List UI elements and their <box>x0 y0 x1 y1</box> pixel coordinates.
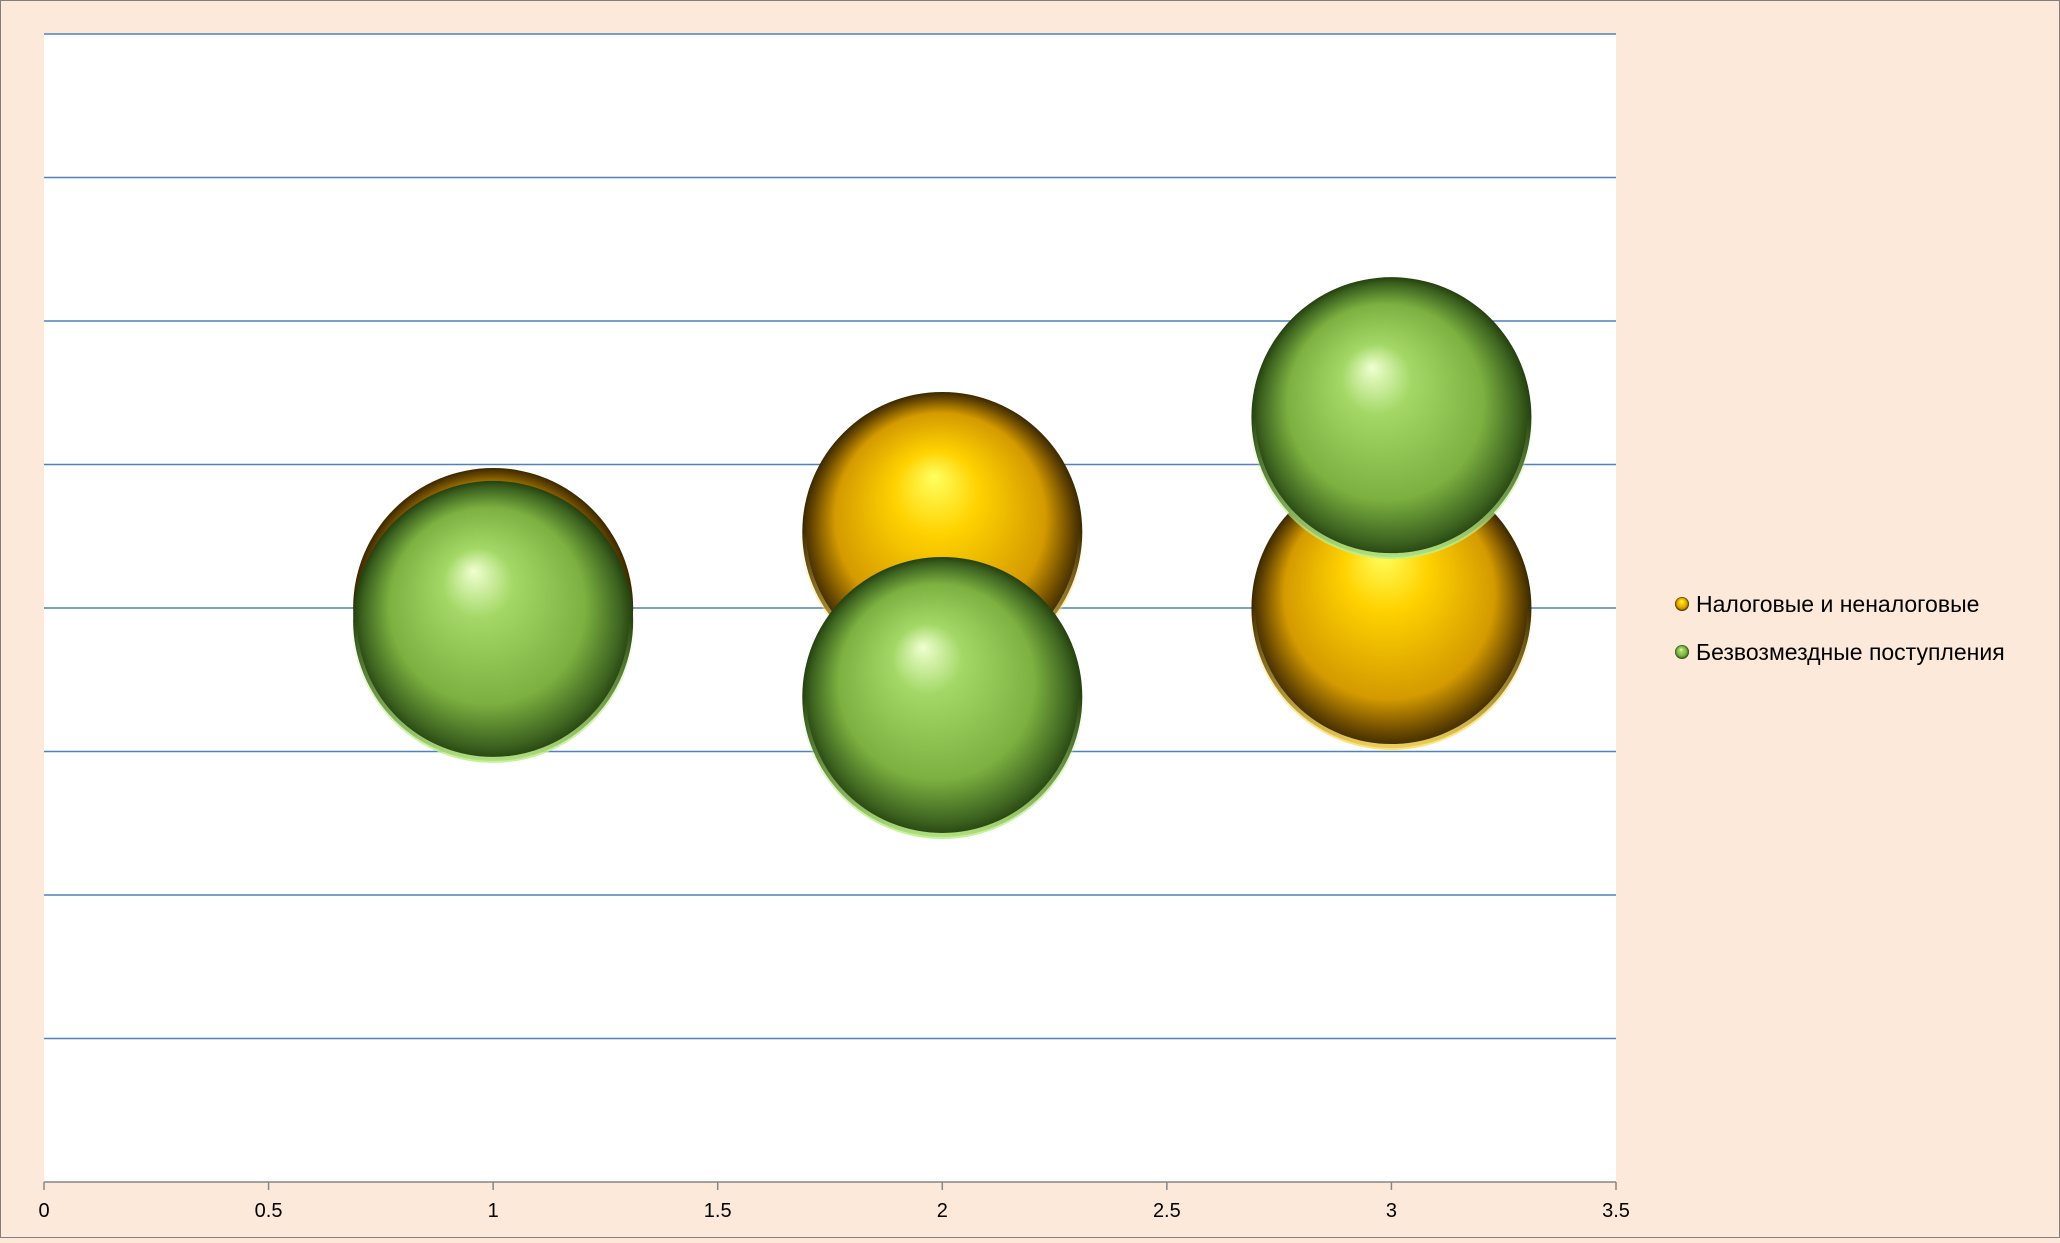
x-tick-label: 1 <box>488 1200 499 1222</box>
x-tick-label: 0 <box>38 1200 49 1222</box>
legend-marker <box>1675 597 1689 611</box>
x-tick-label: 2.5 <box>1153 1200 1181 1222</box>
x-tick-label: 3.5 <box>1602 1200 1630 1222</box>
legend-marker <box>1675 645 1689 659</box>
x-tick-label: 0.5 <box>255 1200 283 1222</box>
x-tick-label: 3 <box>1386 1200 1397 1222</box>
bubbles <box>351 275 1534 839</box>
x-tick-label: 2 <box>937 1200 948 1222</box>
legend-label: Налоговые и неналоговые <box>1696 591 1979 617</box>
bubble-bezvozmezdnye <box>800 554 1085 839</box>
bubble-bezvozmezdnye <box>351 478 636 763</box>
legend-label: Безвозмездные поступления <box>1696 639 2005 665</box>
x-tick-label: 1.5 <box>704 1200 732 1222</box>
legend-item: Безвозмездные поступления <box>1675 639 2005 665</box>
legend: Налоговые и неналоговые Безвозмездные пос… <box>1675 591 2005 665</box>
bubble-bezvozmezdnye <box>1249 275 1534 560</box>
x-axis: 0 0.5 1 1.5 2 2.5 3 3.5 <box>38 1181 1630 1222</box>
legend-item: Налоговые и неналоговые <box>1675 591 1979 617</box>
